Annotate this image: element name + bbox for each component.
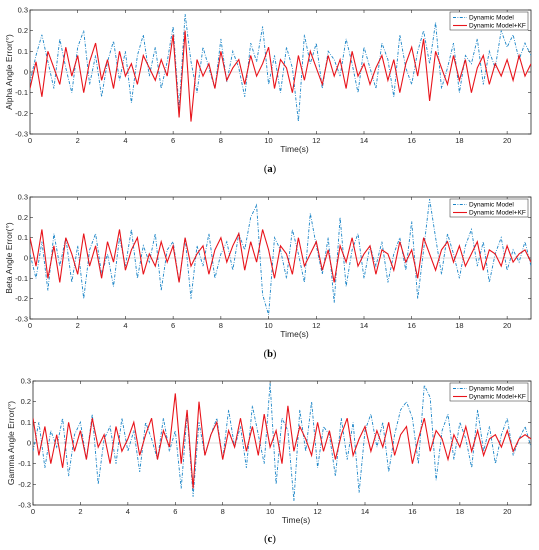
x-tick-label: 14 xyxy=(360,321,368,330)
panel-caption: (c) xyxy=(264,534,276,545)
y-tick-label: 0.1 xyxy=(21,418,31,427)
x-tick-label: 20 xyxy=(503,321,511,330)
series-line-dynamic-model-kf xyxy=(33,393,531,489)
legend-label: Dynamic Model+KF xyxy=(469,210,526,217)
x-tick-label: 0 xyxy=(28,321,32,330)
charts-layer: 0 2 4 6 8 10 12 14 16 18 20-0.3-0.2-0.100.10.20.3D… xyxy=(4,6,532,545)
legend-box xyxy=(449,11,529,31)
legend-label: Dynamic Model+KF xyxy=(469,23,526,30)
chart-panel-b: 0 2 4 6 8 10 12 14 16 18 20 -0.3 -0.2 -0.1 0 0.1 0.2 0.3 D… xyxy=(4,193,532,360)
x-tick-label: 16 xyxy=(408,321,416,330)
x-tick-label: 4 xyxy=(123,321,127,330)
legend-label: Dynamic Model xyxy=(469,15,514,22)
y-tick-label: 0.2 xyxy=(18,213,28,222)
panel-caption: (a) xyxy=(264,164,277,175)
x-tick-label: 14 xyxy=(361,507,369,516)
panel-caption-letter: a xyxy=(267,164,273,175)
x-tick-label: 18 xyxy=(456,507,464,516)
panel-caption: (b) xyxy=(264,349,277,360)
x-tick-label: 20 xyxy=(503,507,511,516)
legend-box xyxy=(449,382,529,402)
chart-panel-c: 0 2 4 6 8 10 12 14 16 18 20 -0.3 -0.2 -0.1 0 0.1 0.2 0.3 D… xyxy=(6,377,532,545)
x-tick-label: 6 xyxy=(171,136,175,145)
x-tick-label: 10 xyxy=(264,321,272,330)
x-tick-label: 8 xyxy=(219,321,223,330)
y-axis-label: Alpha Angle Error(°) xyxy=(4,34,14,110)
x-tick-label: 12 xyxy=(313,507,321,516)
x-tick-label: 18 xyxy=(455,321,463,330)
x-tick-label: 6 xyxy=(173,507,177,516)
x-tick-label: 8 xyxy=(221,507,225,516)
x-axis-label: Time(s) xyxy=(280,329,309,339)
x-axis-label: Time(s) xyxy=(280,144,309,154)
y-axis-label: Beta Angle Error(°) xyxy=(4,222,14,294)
x-tick-label: 8 xyxy=(219,136,223,145)
x-tick-label: 0 xyxy=(31,507,35,516)
x-tick-label: 16 xyxy=(408,507,416,516)
legend-label: Dynamic Model xyxy=(469,202,514,209)
y-tick-label: 0.3 xyxy=(21,377,31,386)
y-tick-label: 0.2 xyxy=(21,397,31,406)
y-tick-label: -0.2 xyxy=(18,480,31,489)
x-tick-label: 2 xyxy=(76,136,80,145)
y-tick-label: -0.1 xyxy=(15,274,28,283)
x-tick-label: 4 xyxy=(126,507,130,516)
y-tick-label: 0.3 xyxy=(18,193,28,202)
panel-caption-letter: c xyxy=(268,534,273,545)
y-tick-label: -0.3 xyxy=(15,130,28,139)
y-tick-label: 0 xyxy=(24,68,28,77)
x-tick-label: 16 xyxy=(408,136,416,145)
legend-box xyxy=(449,198,529,218)
x-tick-label: 12 xyxy=(312,136,320,145)
x-axis-label: Time(s) xyxy=(282,515,311,525)
y-tick-label: -0.3 xyxy=(15,315,28,324)
x-tick-label: 2 xyxy=(76,321,80,330)
y-tick-label: 0.2 xyxy=(18,26,28,35)
series-line-dynamic-model xyxy=(30,198,531,316)
series-line-dynamic-model-kf xyxy=(30,229,531,283)
y-tick-label: 0 xyxy=(27,439,31,448)
x-tick-label: 20 xyxy=(503,136,511,145)
panel-caption-letter: b xyxy=(267,349,273,360)
y-tick-label: -0.2 xyxy=(15,109,28,118)
x-tick-label: 0 xyxy=(28,136,32,145)
series-line-dynamic-model-kf xyxy=(30,30,531,122)
x-tick-label: 14 xyxy=(360,136,368,145)
legend-label: Dynamic Model+KF xyxy=(469,394,526,401)
y-tick-label: -0.2 xyxy=(15,294,28,303)
x-tick-label: 10 xyxy=(266,507,274,516)
y-tick-label: -0.3 xyxy=(18,501,31,510)
chart-panel-a: 0 2 4 6 8 10 12 14 16 18 20 -0.3 -0.2 -0.1 0 0.1 0.2 0.3 D… xyxy=(4,6,532,175)
x-tick-label: 18 xyxy=(455,136,463,145)
y-tick-label: 0.3 xyxy=(18,6,28,15)
x-tick-label: 12 xyxy=(312,321,320,330)
series-line-dynamic-model xyxy=(33,383,531,501)
legend-label: Dynamic Model xyxy=(469,386,514,393)
x-tick-label: 4 xyxy=(123,136,127,145)
y-tick-label: -0.1 xyxy=(18,459,31,468)
series-line-dynamic-model xyxy=(30,14,531,122)
y-tick-label: -0.1 xyxy=(15,88,28,97)
y-tick-label: 0.1 xyxy=(18,47,28,56)
y-axis-label: Gamma Angle Error(°) xyxy=(6,401,16,485)
y-tick-label: 0 xyxy=(24,254,28,263)
x-tick-label: 10 xyxy=(264,136,272,145)
y-tick-label: 0.1 xyxy=(18,233,28,242)
x-tick-label: 6 xyxy=(171,321,175,330)
x-tick-label: 2 xyxy=(78,507,82,516)
